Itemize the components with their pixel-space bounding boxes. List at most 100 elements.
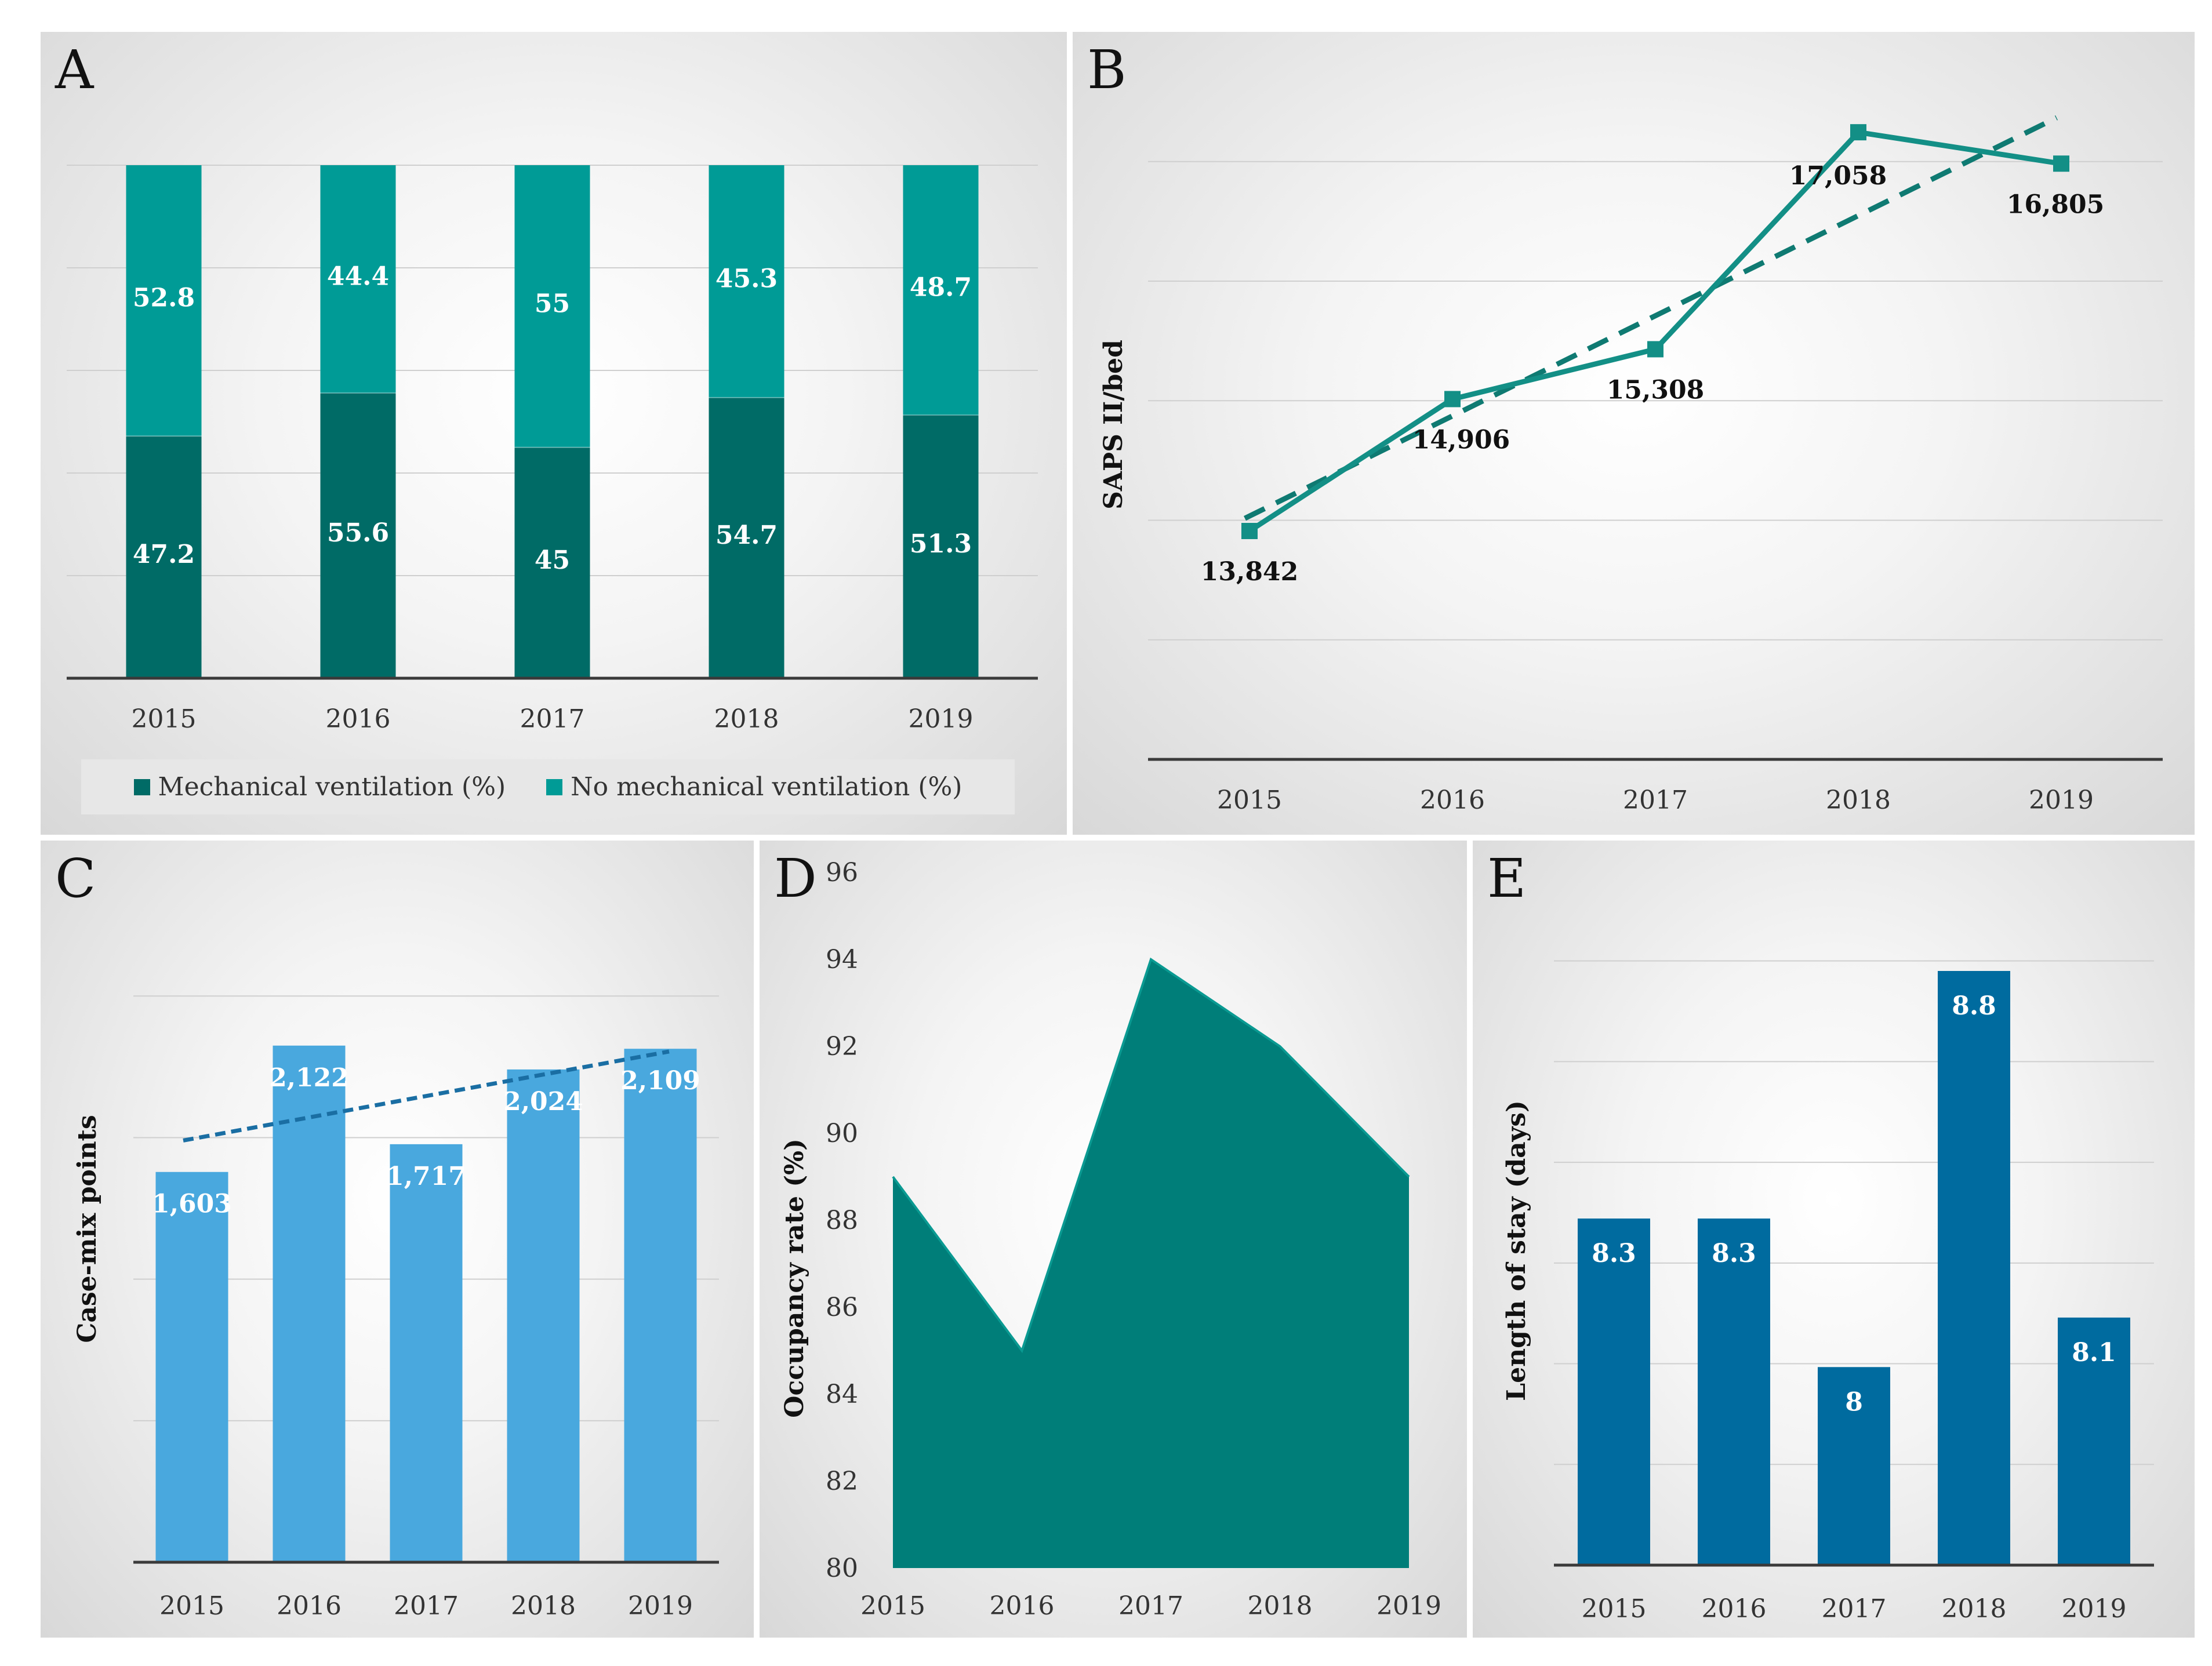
x-tick-label: 2016 <box>990 1591 1055 1621</box>
chart-e-svg: 8.3 2015 8.3 2016 8 2017 8.8 2018 8.1 2019 Length … <box>1502 960 2154 1624</box>
data-label-no-mechanical: 55 <box>535 289 570 318</box>
panel-b: B 13,842 2015 14,906 2016 15,308 2017 17,058 20… <box>1073 32 2195 835</box>
y-tick-label: 88 <box>826 1206 858 1235</box>
bar <box>390 1144 463 1562</box>
x-tick-label: 2018 <box>1248 1591 1313 1621</box>
bar <box>1818 1367 1890 1565</box>
x-tick-label: 2015 <box>860 1591 925 1621</box>
x-tick-label: 2019 <box>1376 1591 1441 1621</box>
data-label: 8.1 <box>2072 1338 2116 1367</box>
y-tick-label: 94 <box>826 945 858 974</box>
area-fill <box>893 959 1409 1568</box>
data-label-no-mechanical: 44.4 <box>327 261 389 291</box>
data-label: 14,906 <box>1412 425 1510 454</box>
data-label: 1,603 <box>152 1190 232 1219</box>
data-label: 8 <box>1845 1387 1863 1417</box>
chart-d-svg: 80 82 84 86 88 90 92 94 96 2015 2016 2017 2018 2019 Oc… <box>780 858 1441 1621</box>
bar-no-mechanical <box>126 165 202 436</box>
bar <box>155 1172 228 1562</box>
panel-letter-c: C <box>55 847 96 910</box>
y-axis-title: Length of stay (days) <box>1502 1100 1531 1401</box>
bar <box>624 1049 697 1562</box>
bar <box>1578 1218 1650 1565</box>
x-tick-label: 2016 <box>277 1591 342 1621</box>
data-label-no-mechanical: 45.3 <box>715 264 778 293</box>
legend-item-mechanical: Mechanical ventilation (%) <box>133 772 506 802</box>
area-line <box>892 957 1410 1354</box>
legend-item-no-mechanical: No mechanical ventilation (%) <box>546 772 962 802</box>
legend-swatch-mechanical <box>133 779 150 795</box>
data-label: 8.8 <box>1952 991 1996 1021</box>
y-tick-label: 96 <box>826 858 858 887</box>
y-tick-label: 82 <box>826 1467 858 1496</box>
x-tick-label: 2018 <box>1826 785 1891 815</box>
bar-no-mechanical <box>514 165 590 448</box>
x-tick-label: 2015 <box>132 704 197 734</box>
panel-letter-d: D <box>774 847 817 910</box>
data-label-mechanical: 51.3 <box>910 529 972 559</box>
data-label: 17,058 <box>1789 161 1887 191</box>
panel-a: A 47.2 52.8 2015 55.6 44.4 2016 45 55 2017 54.7 45… <box>41 32 1067 835</box>
x-tick-label: 2019 <box>628 1591 693 1621</box>
y-axis-title: Case-mix points <box>72 1115 102 1343</box>
chart-b-svg: 13,842 2015 14,906 2016 15,308 2017 17,058 2018… <box>1099 115 2163 815</box>
x-tick-label: 2019 <box>2062 1594 2127 1624</box>
x-tick-label: 2017 <box>1118 1591 1183 1621</box>
x-tick-label: 2015 <box>1217 785 1282 815</box>
legend-label-mechanical: Mechanical ventilation (%) <box>158 772 506 802</box>
panel-letter-e: E <box>1487 847 1527 910</box>
x-tick-label: 2016 <box>1702 1594 1767 1624</box>
data-label-mechanical: 55.6 <box>327 518 389 548</box>
trendline <box>183 1049 670 1143</box>
bar-mechanical <box>709 397 784 678</box>
data-label-mechanical: 54.7 <box>715 521 778 550</box>
data-point-marker <box>1647 341 1663 358</box>
bar-no-mechanical <box>320 165 396 393</box>
y-axis-title: SAPS II/bed <box>1099 340 1128 510</box>
data-point-marker <box>1850 124 1866 141</box>
data-label: 13,842 <box>1201 557 1298 587</box>
panel-c: C 1,603 2015 2,122 2016 1,717 2017 2,024 2018 2,… <box>41 841 754 1638</box>
x-tick-label: 2019 <box>2029 785 2094 815</box>
data-label: 2,024 <box>503 1087 583 1116</box>
bar-mechanical <box>320 392 396 678</box>
data-label-no-mechanical: 48.7 <box>910 272 972 302</box>
data-label-no-mechanical: 52.8 <box>133 283 195 313</box>
panel-e: E 8.3 2015 8.3 2016 8 2017 8.8 2018 8.1 2019 Lengt… <box>1473 841 2195 1638</box>
x-tick-label: 2017 <box>520 704 585 734</box>
data-label: 1,717 <box>386 1162 466 1191</box>
data-label: 8.3 <box>1592 1239 1636 1268</box>
data-point-marker <box>2053 155 2069 172</box>
bar <box>2058 1317 2130 1565</box>
x-tick-label: 2015 <box>1582 1594 1647 1624</box>
series-line <box>1248 129 2062 533</box>
y-tick-label: 92 <box>826 1032 858 1061</box>
x-tick-label: 2017 <box>1623 785 1688 815</box>
bar-no-mechanical <box>903 165 979 415</box>
x-tick-label: 2018 <box>714 704 779 734</box>
y-tick-label: 84 <box>826 1380 858 1409</box>
trendline <box>1244 115 2058 521</box>
chart-a-legend: Mechanical ventilation (%) No mechanical… <box>81 759 1015 814</box>
y-tick-label: 90 <box>826 1119 858 1148</box>
chart-a-svg: 47.2 52.8 2015 55.6 44.4 2016 45 55 2017 54.7 45.3… <box>67 165 1038 734</box>
x-tick-label: 2017 <box>394 1591 459 1621</box>
data-point-marker <box>1241 523 1258 540</box>
y-axis-title: Occupancy rate (%) <box>780 1138 809 1418</box>
panel-letter-a: A <box>55 39 94 101</box>
data-label: 2,122 <box>269 1063 349 1093</box>
panel-d: D 80 82 84 86 88 90 92 94 96 2015 2016 2017 2018 2019… <box>760 841 1467 1638</box>
data-label: 16,805 <box>2007 190 2104 219</box>
y-tick-label: 80 <box>826 1554 858 1583</box>
data-label: 15,308 <box>1607 375 1704 405</box>
legend-label-no-mechanical: No mechanical ventilation (%) <box>571 772 962 802</box>
y-tick-label: 86 <box>826 1293 858 1322</box>
bar <box>1698 1218 1770 1565</box>
chart-c-svg: 1,603 2015 2,122 2016 1,717 2017 2,024 2018 2,10… <box>72 995 719 1621</box>
bar-mechanical <box>903 414 979 678</box>
panel-letter-b: B <box>1087 39 1127 101</box>
x-tick-label: 2016 <box>1420 785 1485 815</box>
bar-no-mechanical <box>709 165 784 398</box>
x-tick-label: 2018 <box>1942 1594 2007 1624</box>
x-tick-label: 2018 <box>511 1591 576 1621</box>
